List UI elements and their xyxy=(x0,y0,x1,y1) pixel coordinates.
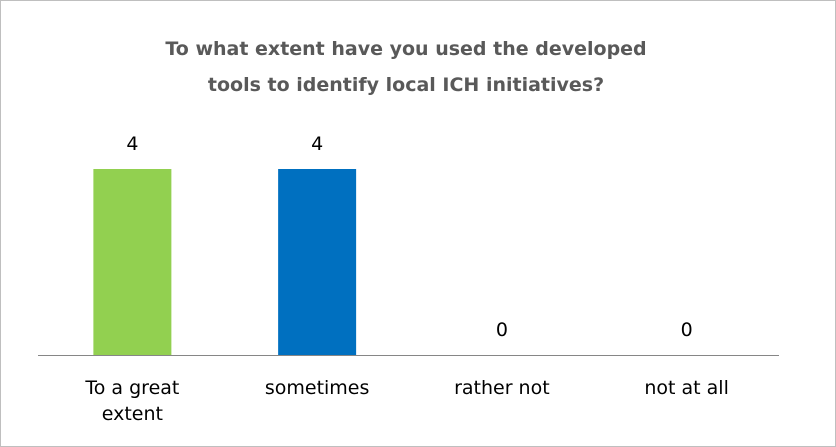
x-tick-label: rather not xyxy=(454,377,550,399)
x-tick-label: not at all xyxy=(644,377,729,399)
data-label: 0 xyxy=(680,319,693,341)
data-label: 0 xyxy=(495,319,508,341)
bar xyxy=(93,169,172,355)
x-tick-label: sometimes xyxy=(264,377,370,399)
bar xyxy=(278,169,357,355)
x-tick-label: To a great extent xyxy=(85,377,180,425)
data-label: 4 xyxy=(126,133,139,155)
data-label: 4 xyxy=(311,133,324,155)
chart-title: To what extent have you used the develop… xyxy=(165,38,647,96)
